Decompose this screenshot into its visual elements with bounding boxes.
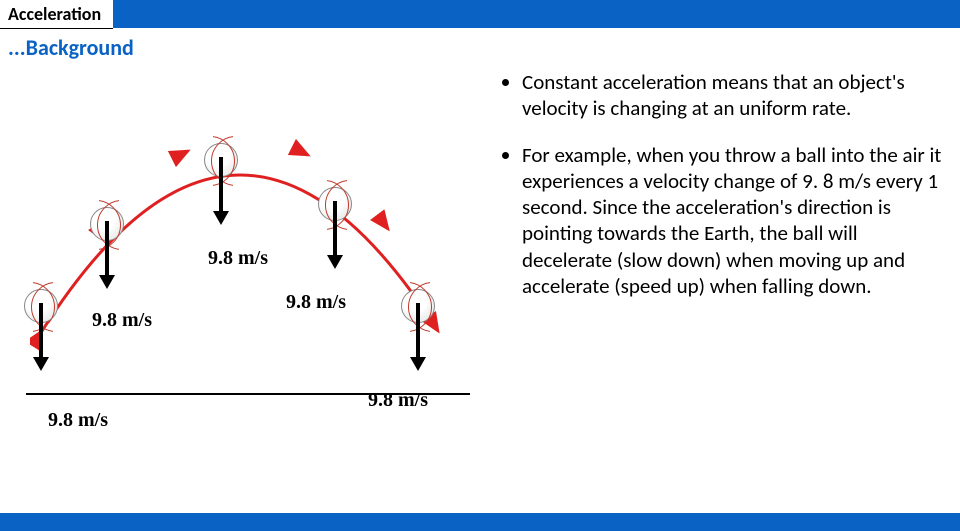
- velocity-label: 9.8 m/s: [368, 389, 428, 412]
- slide: Acceleration ...Background: [0, 0, 960, 531]
- content-row: 9.8 m/s 9.8 m/s 9.8 m/s 9.8 m/s 9.8 m/s Cons…: [0, 61, 960, 513]
- slide-subtitle: ...Background: [0, 28, 960, 61]
- velocity-label: 9.8 m/s: [286, 291, 346, 314]
- bullet-item: Constant acceleration means that an obje…: [522, 69, 942, 122]
- velocity-label: 9.8 m/s: [48, 409, 108, 432]
- velocity-label: 9.8 m/s: [208, 247, 268, 270]
- velocity-label: 9.8 m/s: [92, 309, 152, 332]
- text-column: Constant acceleration means that an obje…: [486, 69, 942, 513]
- header-bar: Acceleration: [0, 0, 960, 28]
- diagram-column: 9.8 m/s 9.8 m/s 9.8 m/s 9.8 m/s 9.8 m/s: [6, 69, 486, 513]
- bullet-list: Constant acceleration means that an obje…: [498, 69, 942, 299]
- topic-tab: Acceleration: [0, 0, 113, 29]
- bullet-item: For example, when you throw a ball into …: [522, 142, 942, 300]
- trajectory-diagram: 9.8 m/s 9.8 m/s 9.8 m/s 9.8 m/s 9.8 m/s: [6, 99, 480, 429]
- footer-bar: [0, 513, 960, 531]
